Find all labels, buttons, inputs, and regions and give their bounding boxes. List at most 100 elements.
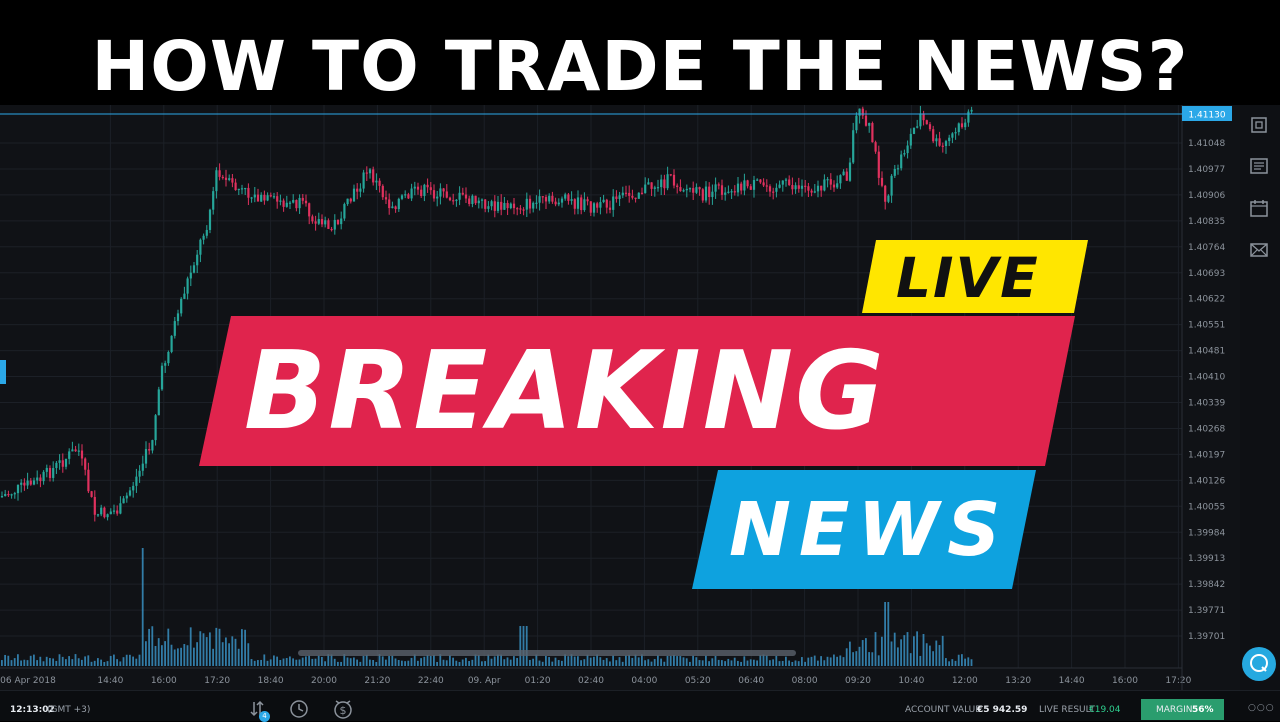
- volume-bar: [148, 628, 150, 666]
- volume-bar: [90, 661, 93, 666]
- candle-body: [951, 133, 954, 138]
- volume-bar: [173, 649, 176, 666]
- volume-bar: [759, 655, 762, 666]
- candle-body: [480, 199, 484, 201]
- candle-body: [925, 120, 928, 125]
- candle-body: [4, 493, 7, 497]
- volume-bar: [237, 648, 240, 666]
- candle-body: [429, 187, 432, 191]
- volume-bar: [241, 629, 243, 666]
- candle-body: [176, 313, 180, 322]
- volume-bar: [119, 661, 122, 666]
- candle-body: [160, 365, 164, 390]
- news-icon[interactable]: [1249, 156, 1269, 176]
- more-menu-icon[interactable]: ○○○: [1248, 703, 1275, 713]
- volume-bar: [247, 643, 250, 666]
- candle-body: [487, 206, 490, 209]
- volume-bar: [282, 658, 285, 666]
- candle-body: [935, 138, 938, 142]
- candle-body: [720, 185, 724, 195]
- volume-bar: [445, 660, 448, 666]
- volume-bar: [401, 660, 403, 666]
- volume-bar: [71, 659, 74, 666]
- volume-bar: [935, 640, 938, 666]
- volume-bar: [637, 657, 640, 666]
- volume-bar: [810, 656, 813, 666]
- volume-bar: [791, 661, 794, 666]
- candlestick-chart[interactable]: 1.41048 1.40977 1.40906 1.40835 1.40764 1.406…: [0, 105, 1240, 690]
- candle-body: [260, 194, 263, 202]
- candle-body: [692, 188, 695, 193]
- chat-button[interactable]: [1242, 647, 1276, 681]
- candle-body: [362, 172, 365, 189]
- candle-body: [752, 180, 756, 190]
- volume-bar: [74, 654, 77, 666]
- candle-body: [775, 187, 778, 192]
- volume-bar: [778, 661, 781, 666]
- candle-body: [250, 197, 253, 199]
- volume-bar: [589, 657, 592, 666]
- candle-body: [128, 490, 132, 496]
- candle-body: [48, 467, 52, 478]
- volume-bar: [333, 658, 336, 666]
- price-tick-label: 1.39842: [1188, 580, 1225, 590]
- candle-body: [208, 209, 212, 230]
- chart-scrollbar[interactable]: [298, 650, 796, 656]
- volume-bar: [906, 632, 909, 666]
- volume-bar: [660, 658, 662, 666]
- volume-bar: [423, 656, 426, 666]
- candle-body: [861, 108, 864, 116]
- volume-bar: [551, 661, 554, 666]
- candle-body: [695, 187, 698, 193]
- time-tick-label: 20:00: [311, 676, 337, 686]
- volume-bar: [753, 659, 755, 666]
- candle-body: [391, 206, 394, 209]
- time-tick-label: 21:20: [364, 676, 390, 686]
- volume-bar: [369, 659, 371, 666]
- dollar-alarm-icon[interactable]: $: [332, 698, 354, 720]
- candle-body: [330, 228, 333, 231]
- price-tick-label: 1.40197: [1188, 450, 1225, 460]
- chart-side-handle[interactable]: [0, 360, 6, 384]
- candle-body: [848, 162, 852, 181]
- time-tick-label: 06:40: [738, 676, 764, 686]
- volume-bar: [356, 659, 358, 666]
- time-tick-label: 12:00: [952, 676, 978, 686]
- candle-body: [586, 199, 589, 202]
- candle-body: [100, 507, 103, 515]
- mail-icon[interactable]: [1249, 240, 1269, 260]
- price-tick-label: 1.39984: [1188, 528, 1225, 538]
- screenshot-icon[interactable]: [1249, 115, 1269, 135]
- volume-bar: [260, 659, 262, 666]
- volume-bar: [714, 655, 717, 666]
- volume-bar: [855, 651, 858, 666]
- volume-bar: [612, 655, 614, 666]
- volume-bar: [244, 629, 246, 666]
- calendar-icon[interactable]: [1249, 198, 1269, 218]
- candle-body: [461, 192, 464, 195]
- candle-body: [148, 449, 151, 451]
- volume-bar: [477, 655, 480, 666]
- chat-icon: [1250, 654, 1268, 672]
- candle-body: [157, 389, 160, 416]
- volume-bar: [199, 631, 202, 666]
- volume-bar: [881, 636, 883, 666]
- volume-bar: [145, 641, 147, 666]
- volume-bar: [625, 655, 627, 666]
- price-tick-label: 1.39701: [1188, 632, 1225, 642]
- margin-indicator[interactable]: MARGIN 56%: [1141, 699, 1224, 720]
- candle-body: [701, 189, 704, 201]
- candle-body: [164, 363, 167, 366]
- volume-bar: [497, 654, 499, 666]
- candle-body: [778, 184, 781, 188]
- candle-body: [282, 200, 285, 207]
- candle-body: [544, 197, 548, 202]
- candle-body: [602, 199, 605, 203]
- candle-body: [855, 115, 858, 131]
- price-chart[interactable]: 1.41048 1.40977 1.40906 1.40835 1.40764 1.406…: [0, 105, 1240, 690]
- volume-bar: [20, 660, 22, 666]
- volume-bar: [634, 654, 637, 666]
- history-icon[interactable]: [289, 699, 309, 719]
- candle-body: [308, 203, 311, 217]
- candle-body: [800, 185, 804, 189]
